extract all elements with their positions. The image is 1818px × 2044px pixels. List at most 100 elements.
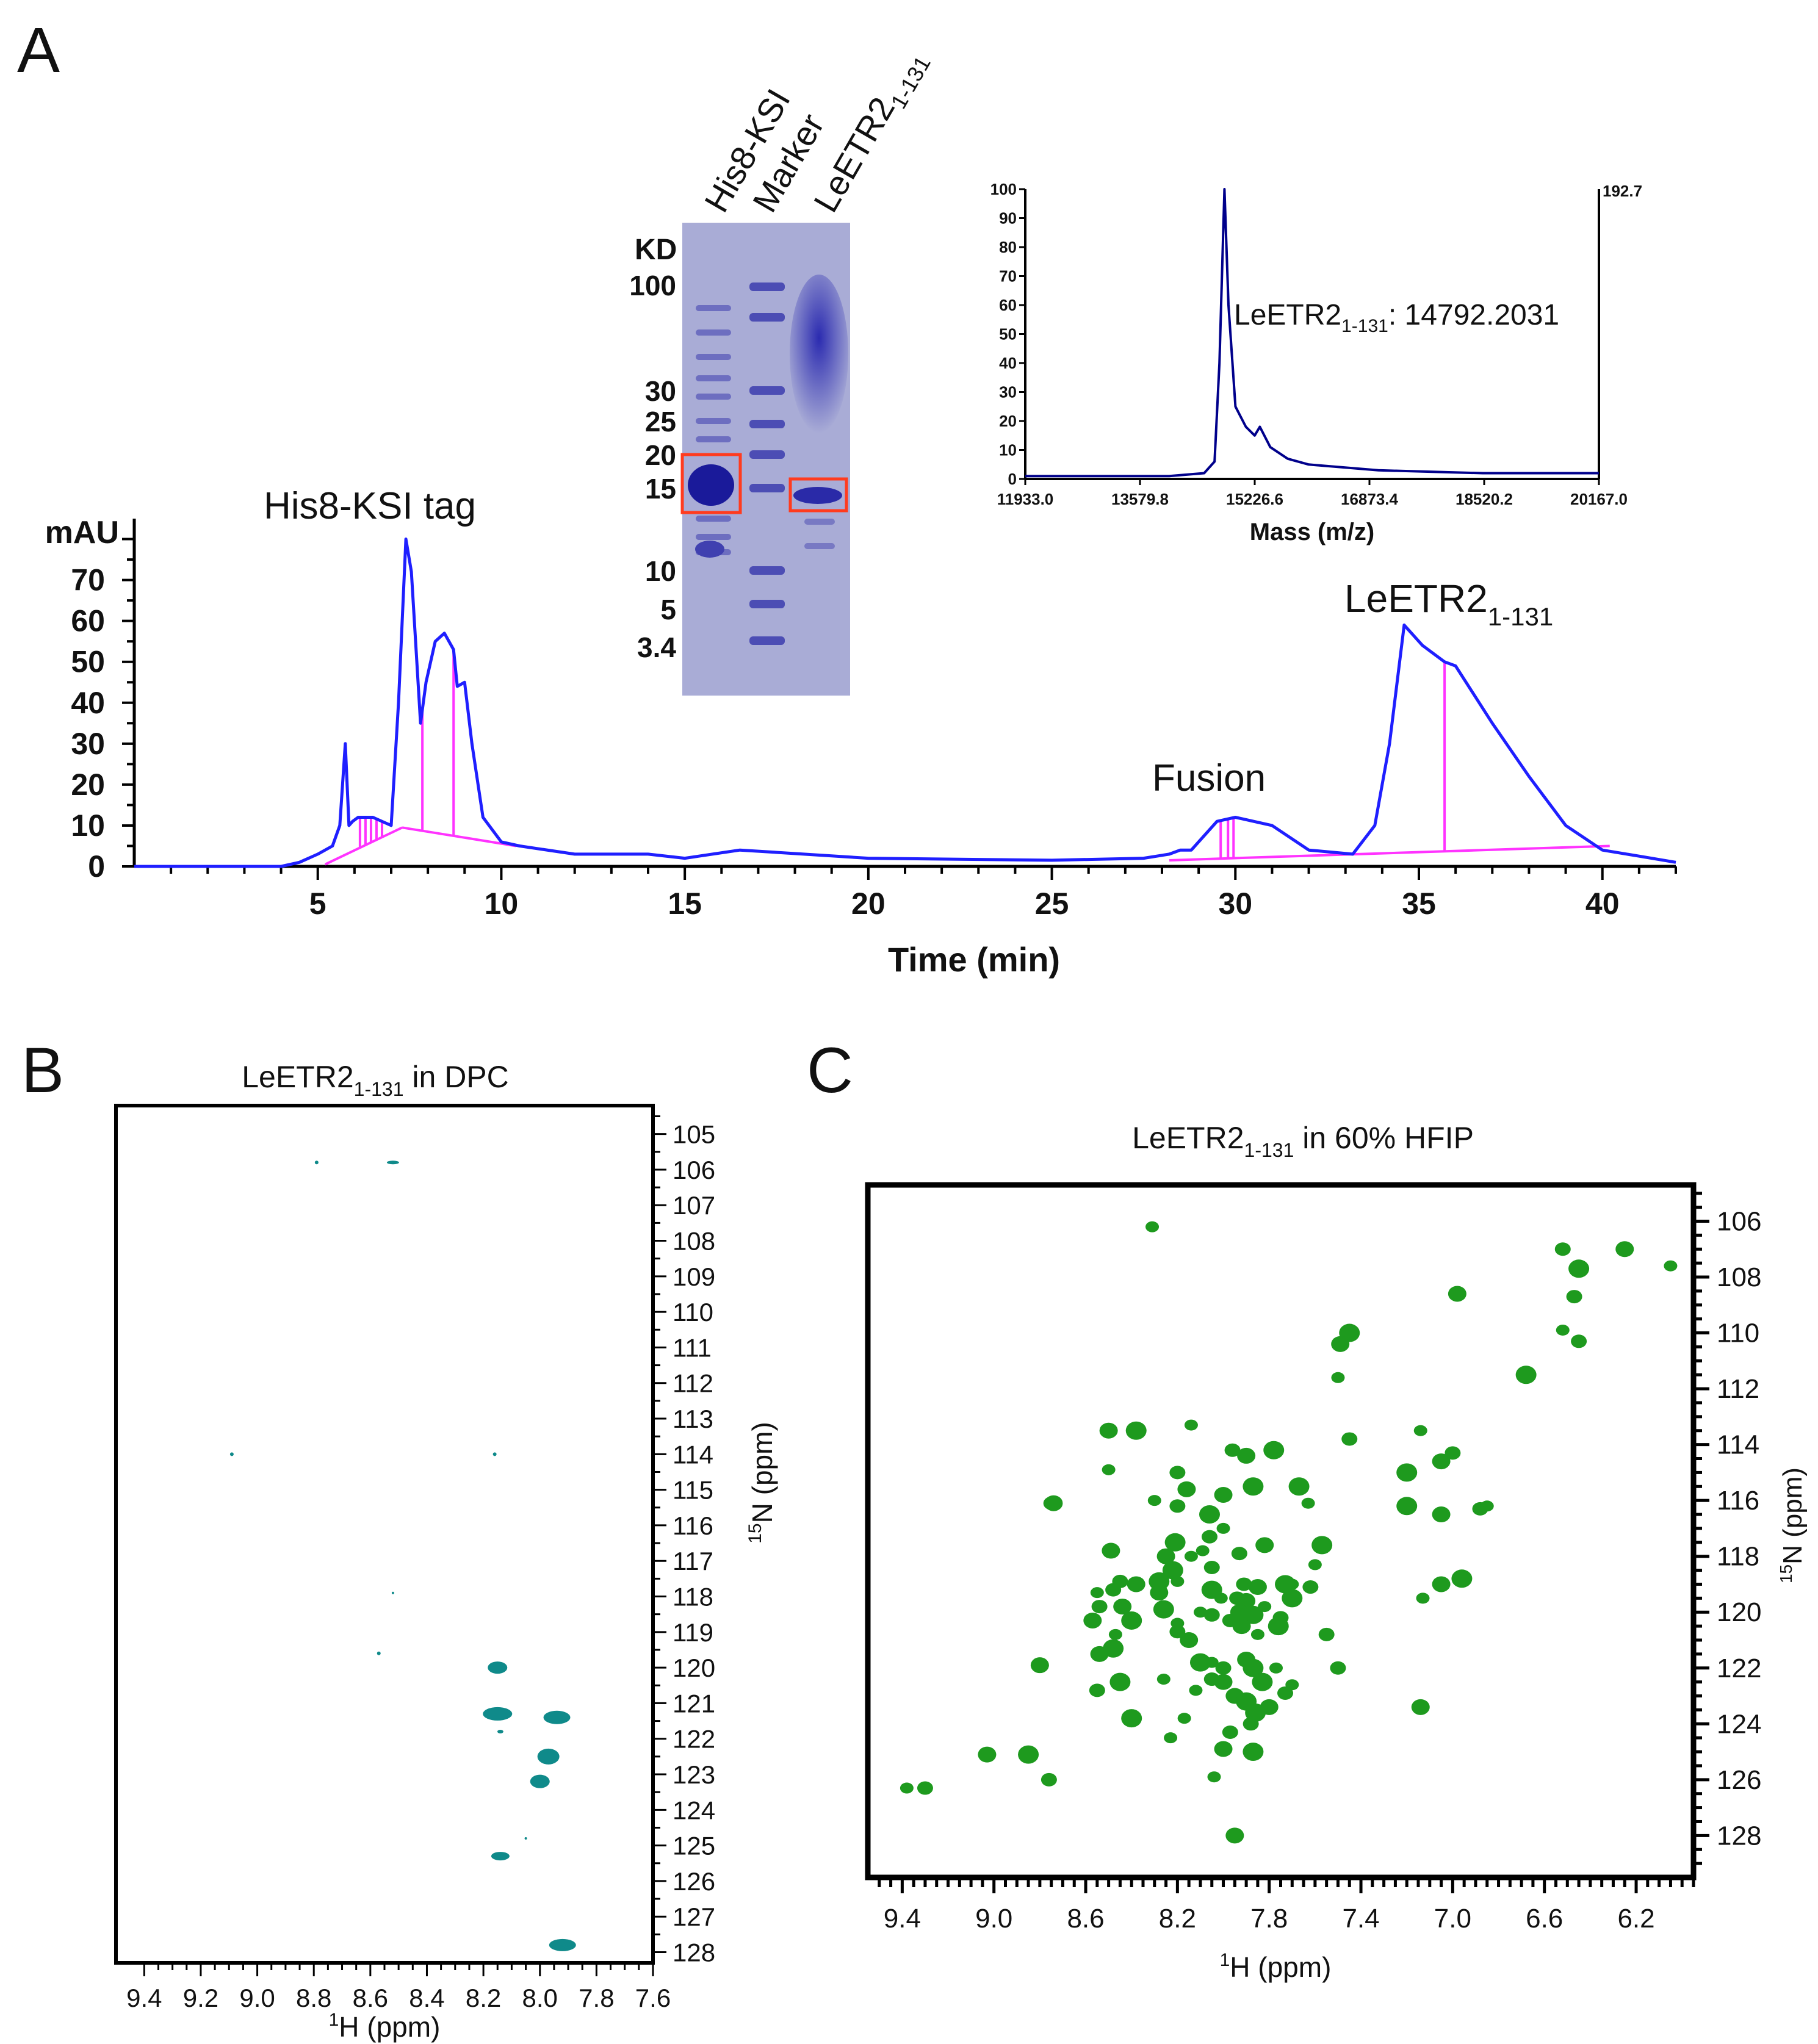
nmr-c-peak (1147, 1495, 1161, 1506)
nmr-b-y-tick-label: 116 (673, 1511, 713, 1540)
nmr-b-peak (483, 1707, 513, 1721)
nmr-b-y-tick-label: 112 (673, 1369, 713, 1398)
nmr-b-x-label: 1H (ppm) (329, 2010, 441, 2043)
nmr-c-x-label-sup: 1 (1220, 1950, 1230, 1970)
nmr-c-peak (1330, 1661, 1346, 1675)
nmr-c-plot-frame (865, 1182, 1697, 1880)
nmr-c-peak (900, 1782, 914, 1794)
chrom-x-tick-label: 20 (851, 887, 886, 921)
nmr-c-x-tick-label: 8.2 (1159, 1904, 1196, 1934)
nmr-c-peak (1171, 1575, 1185, 1587)
nmr-c-peak (1331, 1336, 1350, 1352)
gel-marker-band (749, 282, 785, 291)
nmr-b-y-label-sup: 15 (745, 1523, 765, 1543)
nmr-b-y-tick-label: 126 (673, 1867, 715, 1896)
peak-label-leetr2-sub: 1-131 (1488, 602, 1553, 631)
ms-x-tick-label: 11933.0 (997, 490, 1054, 508)
nmr-c-peak (1169, 1499, 1186, 1513)
nmr-c-peak (1432, 1453, 1451, 1470)
gel-box-leetr2 (788, 477, 848, 513)
gel-lane1-band (696, 305, 731, 311)
gel-marker-label: 5 (660, 594, 676, 625)
nmr-c-peak (978, 1746, 997, 1763)
peak-label-his8-ksi: His8-KSI tag (264, 485, 476, 527)
nmr-b-title-sub: 1-131 (354, 1078, 404, 1100)
chrom-y-tick-label: 20 (71, 768, 105, 802)
nmr-c-peaks (900, 1221, 1678, 1844)
nmr-c-peak (1224, 1443, 1241, 1457)
nmr-c-x-tick-label: 9.4 (884, 1904, 921, 1934)
ms-y-tick-label: 0 (1008, 470, 1017, 488)
nmr-c-peak (1156, 1674, 1171, 1685)
nmr-c-peak (1252, 1672, 1273, 1691)
nmr-b-y-tick-label: 122 (673, 1725, 715, 1754)
gel-lane1-band (696, 394, 731, 400)
ms-right-label: 192.7 (1603, 182, 1642, 200)
nmr-c-peak (1214, 1741, 1233, 1757)
gel-smear-leetr2 (790, 275, 848, 433)
nmr-b-peak (492, 1452, 497, 1456)
gel-lane1-band (696, 375, 731, 381)
chrom-y-tick-label: 40 (71, 686, 105, 720)
ms-series-line (1025, 188, 1599, 478)
nmr-c-title-sub: 1-131 (1244, 1139, 1294, 1161)
nmr-c-y-tick-label: 126 (1717, 1765, 1761, 1795)
chrom-x-tick-label: 40 (1585, 887, 1620, 921)
nmr-c-peak (1184, 1550, 1198, 1562)
nmr-c-peak (1164, 1533, 1186, 1552)
ms-x-tick-label: 18520.2 (1455, 490, 1513, 508)
nmr-c-x-tick-label: 9.0 (975, 1904, 1012, 1934)
nmr-c-y-tick-label: 122 (1717, 1654, 1761, 1683)
ms-x-tick-label: 13579.8 (1111, 490, 1169, 508)
nmr-b-x-tick-label: 8.4 (409, 1984, 444, 2012)
nmr-c-peak (1472, 1502, 1488, 1516)
nmr-c-peak (1416, 1592, 1430, 1604)
nmr-c-peak (1237, 1447, 1256, 1464)
nmr-c-peak (1203, 1608, 1220, 1622)
nmr-c-peak (1102, 1542, 1120, 1559)
nmr-b-peak (491, 1852, 510, 1861)
ms-y-tick-label: 90 (999, 209, 1017, 228)
nmr-c-peak (1099, 1422, 1118, 1439)
gel-marker-band (749, 600, 785, 608)
nmr-c-peak (1243, 1605, 1264, 1624)
chrom-x-label: Time (min) (888, 940, 1060, 979)
nmr-c-title-rest: in 60% HFIP (1294, 1121, 1474, 1155)
chrom-peak-integration-baseline (324, 649, 1610, 866)
gel-lane1-band (696, 329, 731, 336)
ms-peak-value: : 14792.2031 (1388, 299, 1559, 331)
nmr-c-peak (1268, 1617, 1289, 1636)
nmr-c-peak (1214, 1674, 1233, 1690)
nmr-c-peak (1282, 1589, 1303, 1608)
nmr-c-peak (1215, 1661, 1232, 1675)
nmr-b-x-tick-label: 8.0 (522, 1984, 558, 2012)
ms-x-tick-label: 20167.0 (1570, 490, 1628, 508)
nmr-c-peak (1125, 1421, 1147, 1440)
nmr-c-y-tick-label: 108 (1717, 1262, 1761, 1292)
nmr-b-x-tick-label: 8.2 (466, 1984, 501, 2012)
nmr-c-peak (1156, 1548, 1175, 1564)
nmr-c-peak (1180, 1632, 1199, 1648)
nmr-c-peak (1090, 1587, 1104, 1599)
nmr-c-peak (1205, 1657, 1219, 1668)
ms-peak-label: LeETR21-131: 14792.2031 (1234, 299, 1559, 336)
ms-y-tick-label: 40 (999, 354, 1017, 372)
gel-lane1-band (695, 541, 724, 558)
nmr-b-peak (314, 1161, 319, 1165)
nmr-c-peak (1150, 1585, 1169, 1601)
nmr-b-y-tick-label: 120 (673, 1654, 715, 1682)
nmr-c-peak (1243, 1658, 1264, 1677)
nmr-c-y-tick-label: 110 (1717, 1319, 1759, 1348)
nmr-c-peak (1571, 1334, 1587, 1348)
nmr-b-peak (549, 1938, 576, 1951)
panel-label-c: C (807, 1035, 853, 1106)
nmr-c-peak (1445, 1446, 1461, 1460)
gel-band-his8-ksi (688, 464, 734, 506)
nmr-b-y-tick-label: 107 (673, 1191, 715, 1220)
ms-x-ticks: 11933.0 13579.8 15226.6 16873.4 18520.2 20167… (997, 479, 1628, 508)
nmr-b-x-tick-label: 8.8 (296, 1984, 331, 2012)
nmr-c-peak (1108, 1628, 1122, 1640)
nmr-c-peak (1214, 1592, 1228, 1604)
gel-marker-label: 10 (645, 555, 676, 587)
nmr-c-peak (1568, 1259, 1590, 1278)
